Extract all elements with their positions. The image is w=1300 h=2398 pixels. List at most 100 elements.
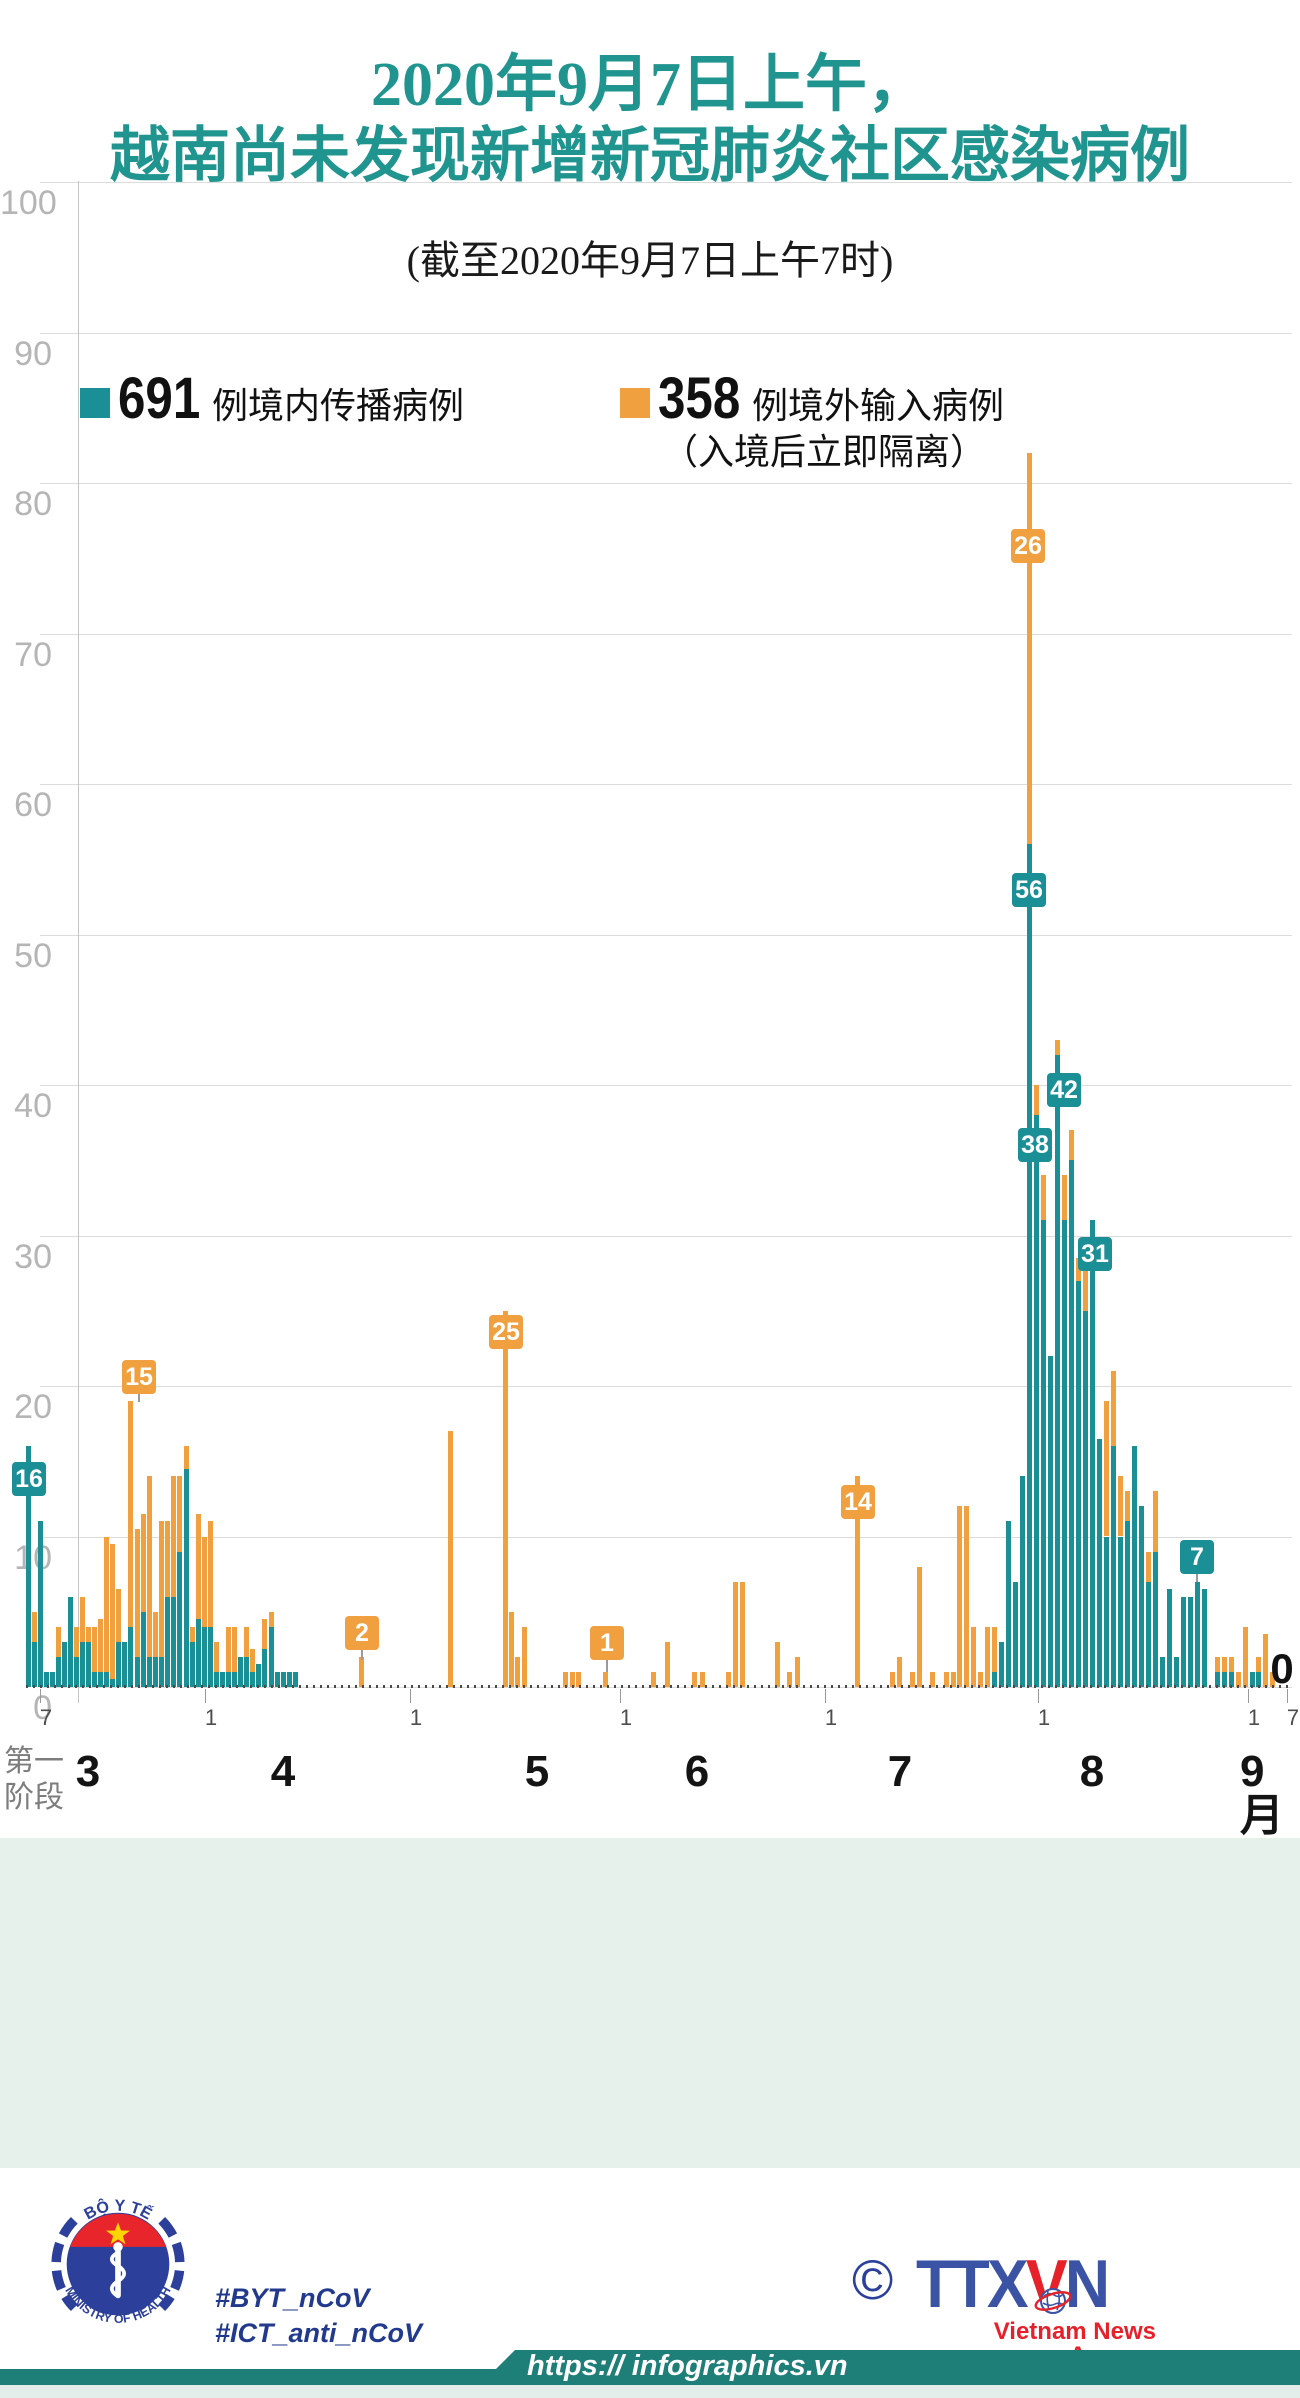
x-axis-day-label: 1	[204, 1705, 218, 1730]
gridline	[40, 483, 1292, 484]
bar-domestic-segment	[85, 1641, 91, 1687]
bar-domestic-segment	[152, 1656, 158, 1687]
legend-swatch-domestic	[80, 388, 110, 418]
legend-label-imported-note: （入境后立即隔离）	[662, 432, 987, 472]
y-axis-tick-label: 80	[14, 485, 52, 523]
bar-domestic-segment	[1145, 1581, 1151, 1687]
bar-imported-segment	[508, 1611, 514, 1687]
bar-domestic-segment	[286, 1671, 292, 1687]
bar-imported-segment	[152, 1611, 158, 1657]
bar-imported-segment	[243, 1626, 249, 1657]
gridline	[40, 1536, 1292, 1538]
bar-imported-segment	[79, 1596, 85, 1642]
bar-imported-segment	[699, 1671, 705, 1687]
y-axis-tick-label: 30	[14, 1237, 52, 1276]
bar-imported-segment	[195, 1513, 201, 1620]
x-axis-tick	[620, 1689, 621, 1703]
x-axis-tick	[410, 1689, 411, 1703]
bar-domestic-segment	[1110, 1446, 1116, 1687]
y-axis-tick-label: 100	[0, 184, 57, 222]
bar-domestic-segment	[43, 1671, 49, 1687]
bar-imported-segment	[55, 1626, 61, 1657]
bar-imported-segment	[134, 1528, 140, 1657]
bar-domestic-segment	[1096, 1438, 1102, 1687]
y-axis-tick-label: 50	[14, 936, 52, 975]
legend-label-domestic: 例境内传播病例	[212, 386, 465, 426]
bar-domestic-segment	[164, 1596, 170, 1687]
bar-imported-segment	[970, 1626, 976, 1687]
bar-domestic-segment	[170, 1596, 176, 1687]
bar-domestic-segment	[55, 1656, 61, 1687]
bar-domestic-segment	[201, 1626, 207, 1687]
bar-imported-segment	[794, 1656, 800, 1687]
bar-imported-segment	[575, 1671, 581, 1687]
bar-domestic-segment	[213, 1671, 219, 1687]
bar-domestic-segment	[91, 1671, 97, 1687]
value-badge: 7	[1180, 1540, 1214, 1574]
x-axis-day-label: 1	[824, 1705, 838, 1730]
bar-imported-segment	[956, 1506, 962, 1687]
bar-imported-segment	[115, 1589, 121, 1642]
bar-domestic-segment	[25, 1446, 31, 1687]
bar-domestic-segment	[1201, 1589, 1207, 1687]
x-axis-month-label: 3	[75, 1747, 101, 1796]
legend-swatch-imported	[620, 388, 650, 418]
bar-imported-segment	[109, 1544, 115, 1680]
bar-imported-segment	[170, 1476, 176, 1597]
bar-domestic-segment	[1061, 1220, 1067, 1687]
value-badge: 1	[590, 1626, 624, 1660]
x-axis-day-label: 7	[39, 1705, 53, 1730]
bar-imported-segment	[225, 1626, 231, 1672]
bar-domestic-segment	[1124, 1521, 1130, 1687]
bar-imported-segment	[164, 1521, 170, 1597]
bar-imported-segment	[268, 1611, 274, 1627]
bar-domestic-segment	[1255, 1671, 1261, 1687]
bar-domestic-segment	[1047, 1355, 1053, 1687]
bar-domestic-segment	[1194, 1581, 1200, 1687]
value-badge: 42	[1047, 1073, 1081, 1107]
bar-imported-segment	[1082, 1265, 1088, 1311]
bar-imported-segment	[786, 1671, 792, 1687]
bar-imported-segment	[31, 1611, 37, 1642]
bar-imported-segment	[1235, 1671, 1241, 1687]
bar-domestic-segment	[292, 1671, 298, 1687]
y-axis-tick-label: 20	[14, 1388, 52, 1426]
bar-domestic-segment	[1159, 1656, 1165, 1687]
bar-domestic-segment	[1173, 1656, 1179, 1687]
legend-label-imported: 例境外输入病例	[752, 386, 1005, 426]
bar-domestic-segment	[189, 1641, 195, 1687]
globe-icon	[1034, 2288, 1072, 2314]
x-axis-tick	[1038, 1689, 1039, 1703]
bar-domestic-segment	[1019, 1476, 1025, 1687]
page-title-line1: 2020年9月7日上午，	[370, 51, 929, 119]
bar-imported-segment	[183, 1446, 189, 1469]
y-axis-tick-label: 60	[14, 786, 52, 824]
gridline	[40, 633, 1292, 635]
bar-domestic-segment	[31, 1641, 37, 1687]
bar-imported-segment	[158, 1521, 164, 1657]
x-axis-day-label: 1	[1037, 1705, 1051, 1730]
y-axis-spine	[78, 181, 79, 1703]
bar-domestic-segment	[176, 1551, 182, 1687]
bar-imported-segment	[991, 1626, 997, 1672]
badge-stem	[361, 1650, 363, 1660]
bar-imported-segment	[201, 1536, 207, 1627]
phase-label: 第一 阶段	[4, 1745, 64, 1814]
x-axis-day-label: 7	[1286, 1705, 1300, 1730]
bar-domestic-segment	[280, 1671, 286, 1687]
bar-imported-segment	[213, 1641, 219, 1672]
bar-imported-segment	[1242, 1626, 1248, 1687]
value-badge: 38	[1018, 1128, 1052, 1162]
bar-imported-segment	[1228, 1656, 1234, 1672]
bar-imported-segment	[1061, 1175, 1067, 1221]
bar-domestic-segment	[231, 1671, 237, 1687]
bar-domestic-segment	[158, 1656, 164, 1687]
bar-domestic-segment	[1089, 1220, 1095, 1687]
bar-imported-segment	[909, 1671, 915, 1687]
gridline	[40, 784, 1292, 785]
footer-banner	[480, 2350, 1300, 2385]
bar-domestic-segment	[1180, 1596, 1186, 1687]
bar-imported-segment	[929, 1671, 935, 1687]
bar-domestic-segment	[261, 1649, 267, 1687]
x-axis-day-label: 1	[619, 1705, 633, 1730]
